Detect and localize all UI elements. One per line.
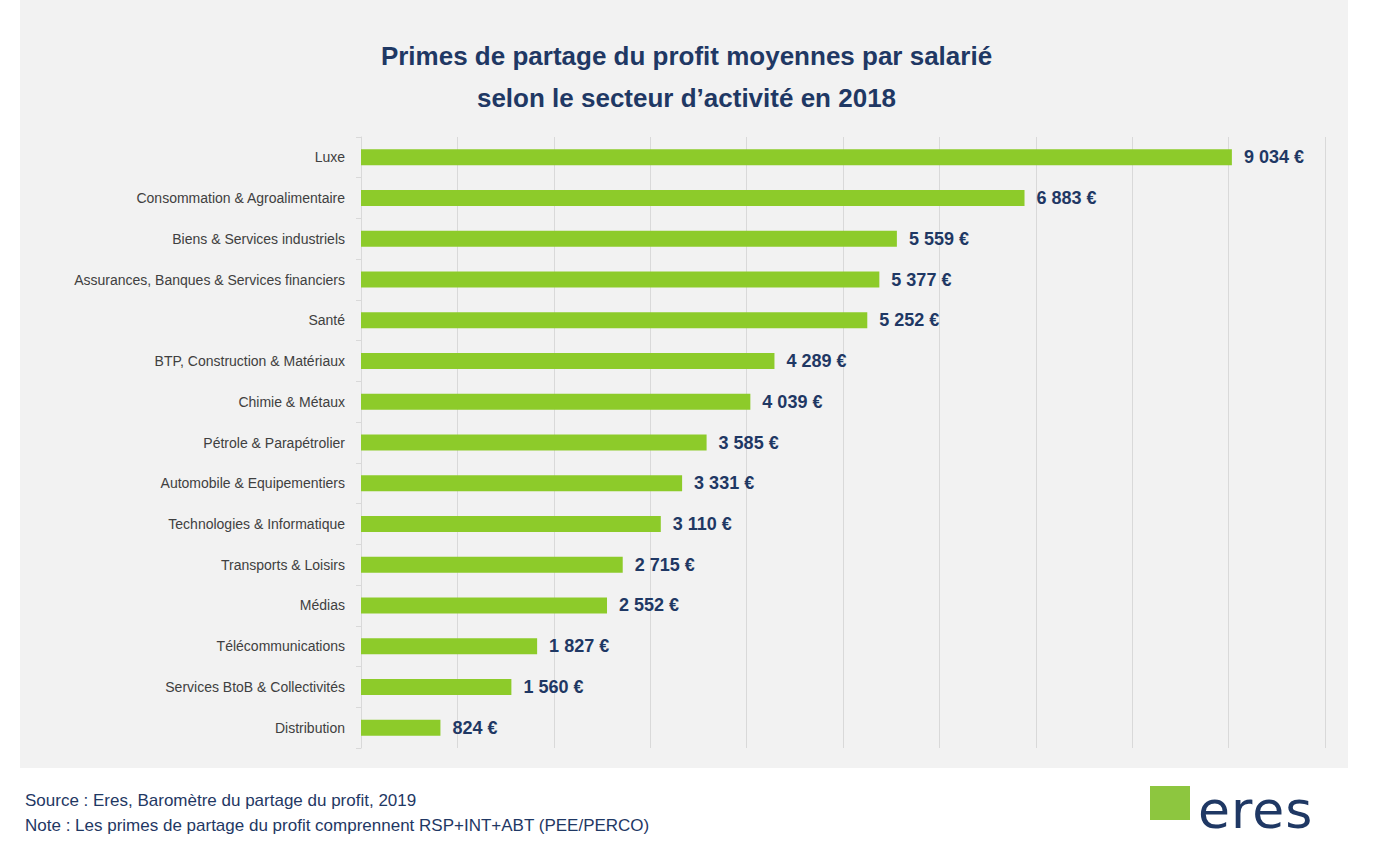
svg-text:1 827 €: 1 827 € — [549, 636, 609, 656]
svg-text:6 883 €: 6 883 € — [1037, 188, 1097, 208]
html-text:Source : Eres, Baromètre du pa: Source : Eres, Baromètre du partage du p… — [25, 791, 417, 810]
svg-text:1 560 €: 1 560 € — [523, 677, 583, 697]
svg-text:2 552 €: 2 552 € — [619, 595, 679, 615]
svg-text:Télécommunications: Télécommunications — [217, 638, 345, 654]
svg-text:Distribution: Distribution — [275, 720, 345, 736]
svg-text:Biens & Services industriels: Biens & Services industriels — [172, 231, 345, 247]
svg-text:3 110 €: 3 110 € — [673, 514, 732, 534]
svg-text:3 585 €: 3 585 € — [719, 433, 779, 453]
html-text:eres: eres — [1198, 780, 1314, 840]
svg-text:BTP, Construction & Matériaux: BTP, Construction & Matériaux — [155, 353, 345, 369]
svg-text:Santé: Santé — [308, 312, 345, 328]
svg-text:Services BtoB & Collectivités: Services BtoB & Collectivités — [165, 679, 345, 695]
svg-text:Pétrole & Parapétrolier: Pétrole & Parapétrolier — [203, 435, 345, 451]
svg-text:Chimie & Métaux: Chimie & Métaux — [238, 394, 345, 410]
svg-text:5 377 €: 5 377 € — [891, 270, 951, 290]
svg-text:Technologies & Informatique: Technologies & Informatique — [168, 516, 345, 532]
svg-text:4 039 €: 4 039 € — [762, 392, 822, 412]
svg-text:9 034 €: 9 034 € — [1244, 147, 1304, 167]
svg-text:Médias: Médias — [300, 597, 345, 613]
svg-text:Automobile & Equipementiers: Automobile & Equipementiers — [161, 475, 345, 491]
svg-text:Consommation & Agroalimentaire: Consommation & Agroalimentaire — [136, 190, 345, 206]
svg-text:Luxe: Luxe — [315, 149, 346, 165]
svg-text:selon le secteur d’activité en: selon le secteur d’activité en 2018 — [477, 83, 896, 113]
svg-text:Transports & Loisirs: Transports & Loisirs — [221, 557, 345, 573]
svg-text:5 559 €: 5 559 € — [909, 229, 969, 249]
svg-text:3 331 €: 3 331 € — [694, 473, 754, 493]
svg-text:4 289 €: 4 289 € — [786, 351, 846, 371]
html-text:Note : Les primes de partage d: Note : Les primes de partage du profit c… — [25, 816, 650, 835]
svg-text:5 252 €: 5 252 € — [879, 310, 939, 330]
svg-text:Assurances, Banques & Services: Assurances, Banques & Services financier… — [74, 272, 345, 288]
svg-text:Primes de partage du profit mo: Primes de partage du profit moyennes par… — [381, 41, 992, 71]
svg-text:824 €: 824 € — [452, 718, 497, 738]
svg-text:2 715 €: 2 715 € — [635, 555, 695, 575]
